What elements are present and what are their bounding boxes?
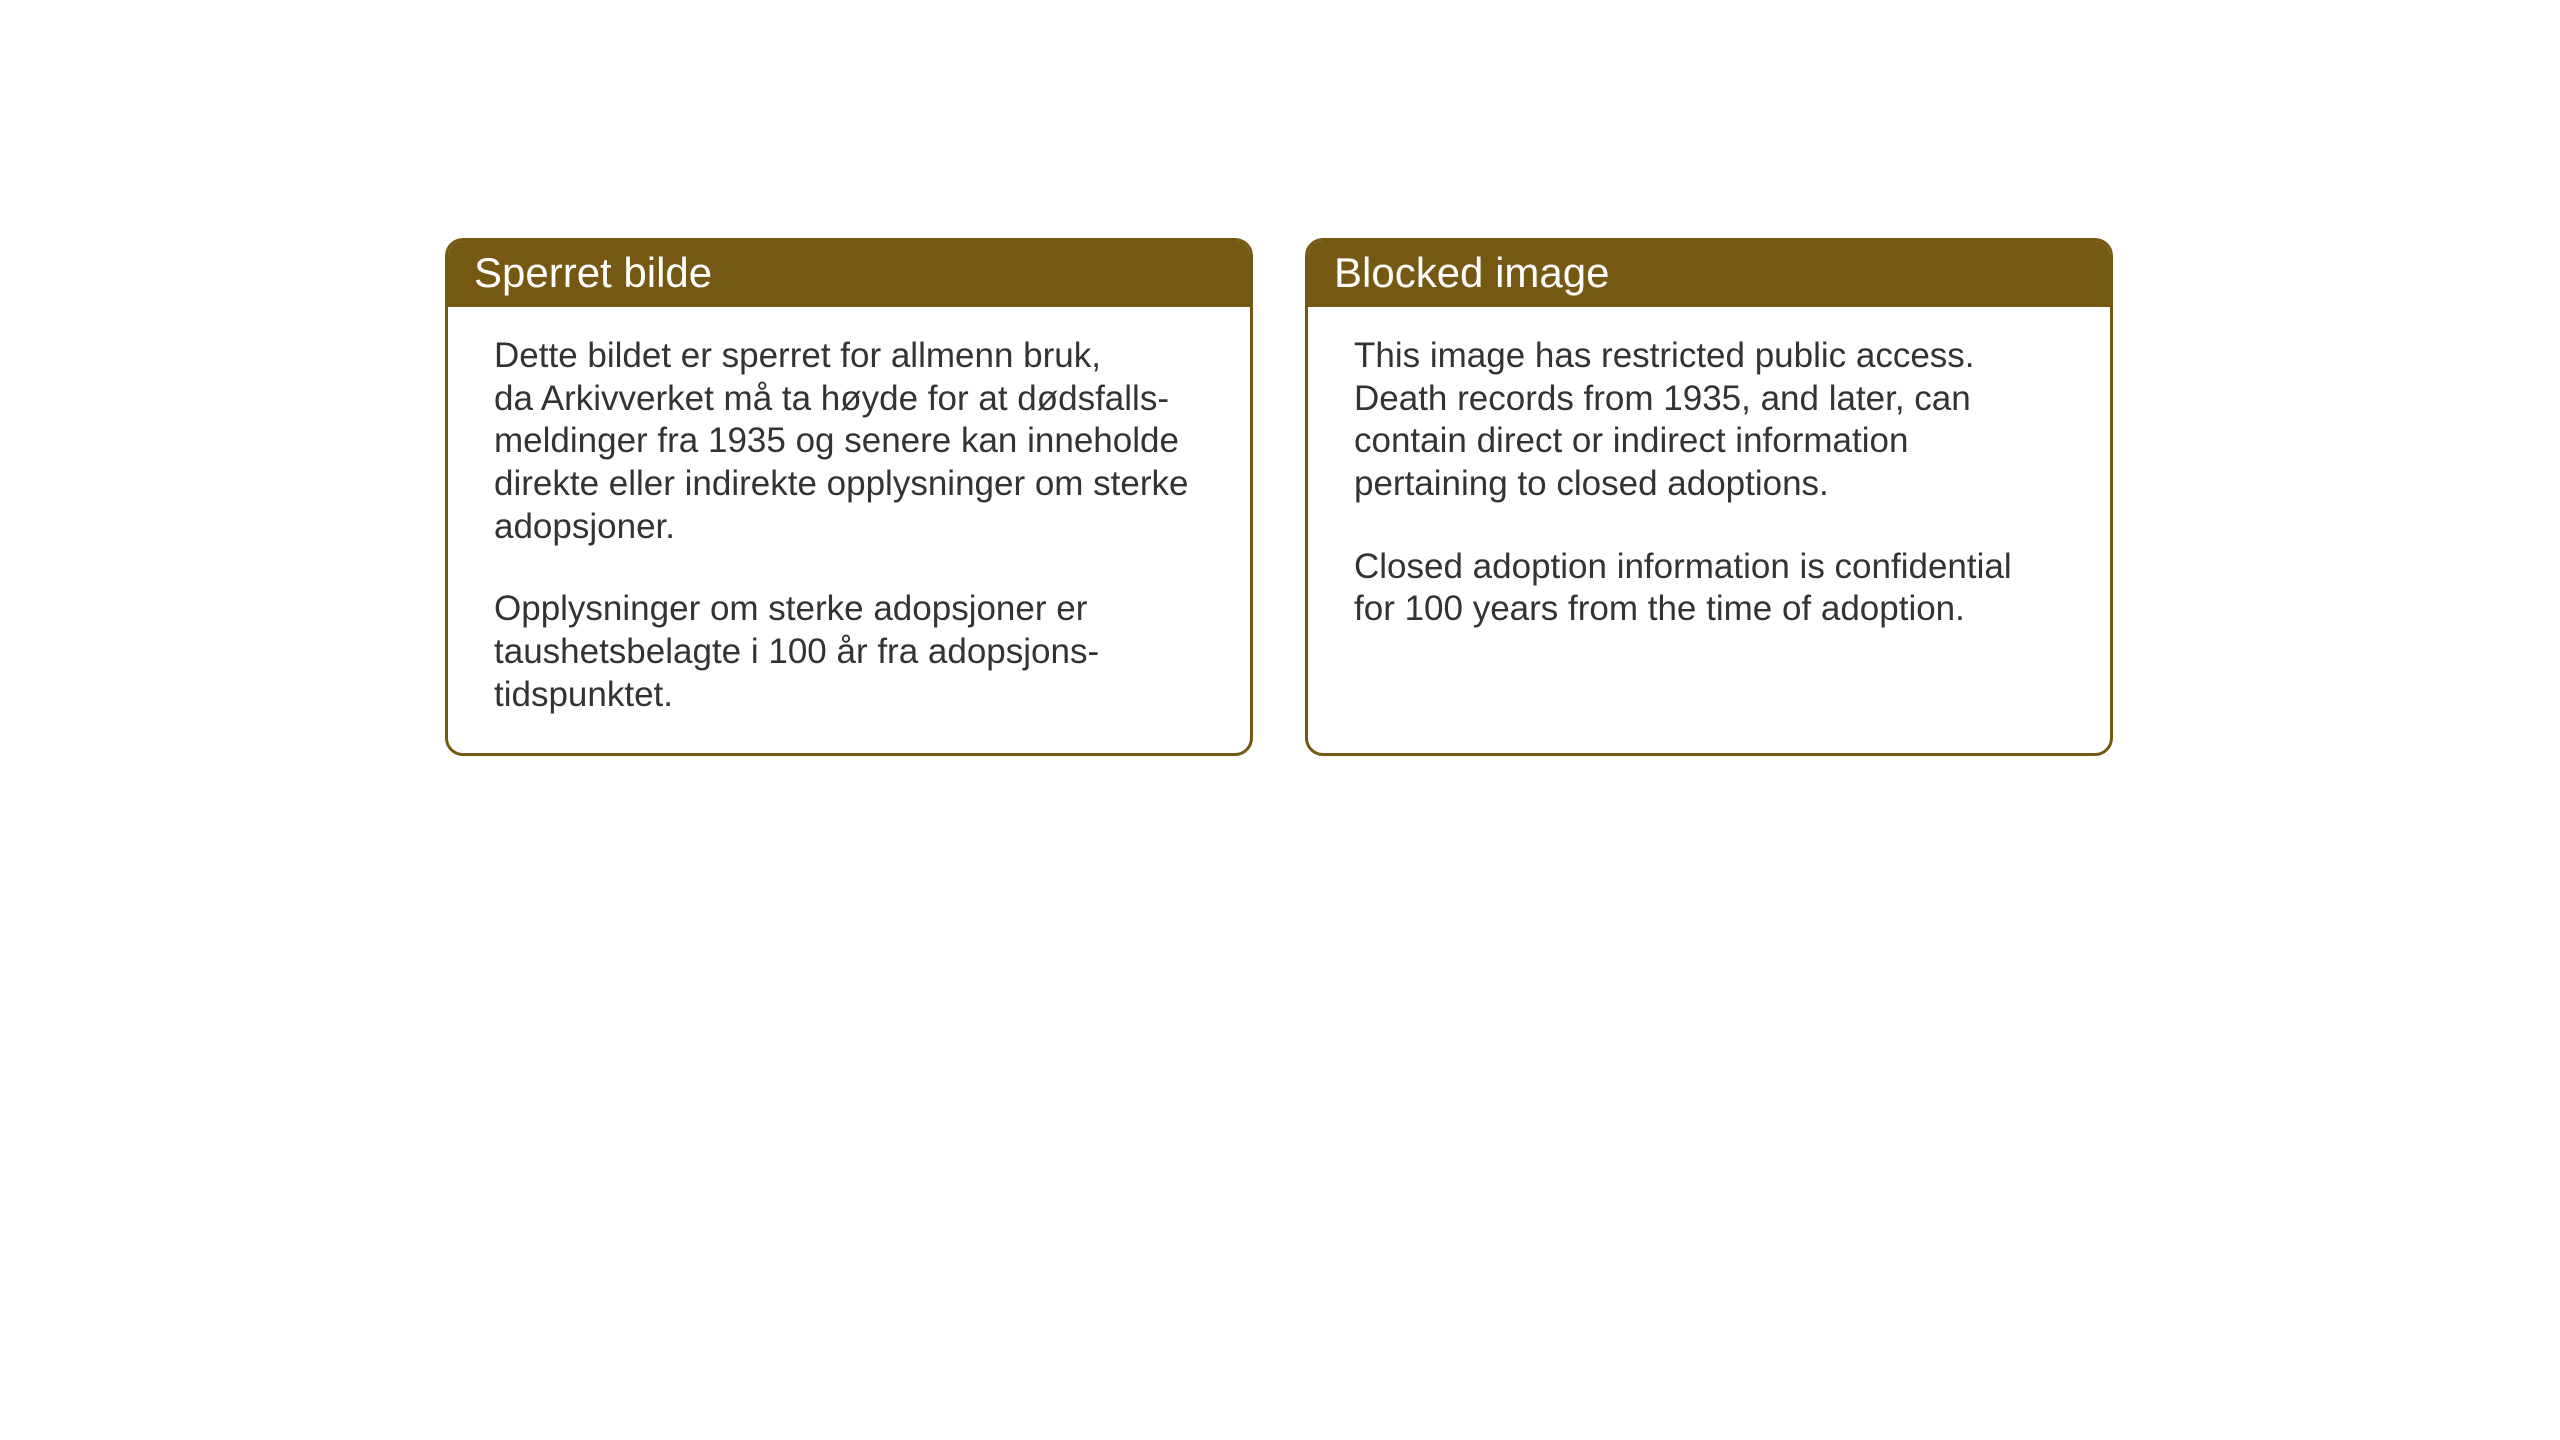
text-line: This image has restricted public access. — [1354, 336, 1975, 375]
english-card-body: This image has restricted public access.… — [1308, 307, 2110, 667]
text-line: contain direct or indirect information — [1354, 421, 1908, 460]
text-line: da Arkivverket må ta høyde for at dødsfa… — [494, 379, 1169, 418]
english-paragraph-1: This image has restricted public access.… — [1354, 335, 2064, 506]
text-line: Dette bildet er sperret for allmenn bruk… — [494, 336, 1101, 375]
english-card-title: Blocked image — [1308, 241, 2110, 307]
english-notice-card: Blocked image This image has restricted … — [1305, 238, 2113, 756]
norwegian-card-title: Sperret bilde — [448, 241, 1250, 307]
text-line: pertaining to closed adoptions. — [1354, 464, 1829, 503]
english-paragraph-2: Closed adoption information is confident… — [1354, 546, 2064, 631]
text-line: Closed adoption information is confident… — [1354, 547, 2012, 586]
text-line: meldinger fra 1935 og senere kan innehol… — [494, 421, 1179, 460]
text-line: for 100 years from the time of adoption. — [1354, 589, 1965, 628]
norwegian-notice-card: Sperret bilde Dette bildet er sperret fo… — [445, 238, 1253, 756]
text-line: adopsjoner. — [494, 507, 675, 546]
text-line: tidspunktet. — [494, 675, 673, 714]
norwegian-paragraph-1: Dette bildet er sperret for allmenn bruk… — [494, 335, 1204, 548]
text-line: Opplysninger om sterke adopsjoner er — [494, 589, 1087, 628]
text-line: taushetsbelagte i 100 år fra adopsjons- — [494, 632, 1099, 671]
norwegian-paragraph-2: Opplysninger om sterke adopsjoner er tau… — [494, 588, 1204, 716]
text-line: direkte eller indirekte opplysninger om … — [494, 464, 1189, 503]
notice-cards-container: Sperret bilde Dette bildet er sperret fo… — [445, 238, 2113, 756]
text-line: Death records from 1935, and later, can — [1354, 379, 1971, 418]
norwegian-card-body: Dette bildet er sperret for allmenn bruk… — [448, 307, 1250, 753]
